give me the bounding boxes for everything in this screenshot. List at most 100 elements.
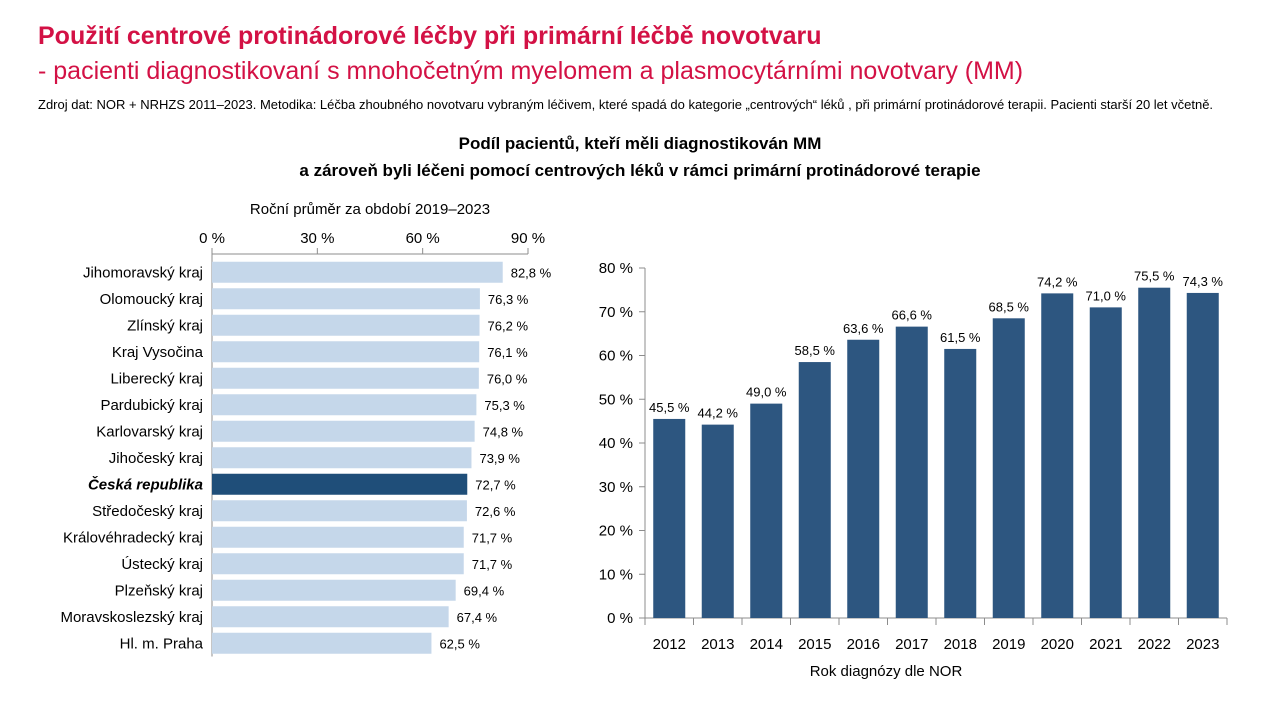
hbar-category-label: Česká republika: [88, 475, 203, 493]
vbar-x-tick-label: 2013: [701, 636, 734, 653]
vbar-y-tick-label: 50 %: [599, 391, 633, 408]
hbar-value-label: 67,4 %: [457, 610, 498, 625]
hbar-category-label: Karlovarský kraj: [96, 423, 203, 440]
vbar-bar: [750, 403, 783, 618]
vbar-bar: [1041, 293, 1074, 618]
vbar-x-tick-label: 2023: [1186, 636, 1219, 653]
hbar-bar: [212, 606, 449, 628]
hbar-category-label: Moravskoslezský kraj: [60, 609, 203, 626]
vbar-x-tick-label: 2017: [895, 636, 928, 653]
page-subtitle: - pacienti diagnostikovaní s mnohočetným…: [38, 57, 1024, 85]
hbar-value-label: 76,2 %: [488, 318, 529, 333]
vbar-value-label: 74,3 %: [1183, 274, 1224, 289]
vbar-value-label: 74,2 %: [1037, 274, 1078, 289]
hbar-category-label: Hl. m. Praha: [120, 635, 204, 652]
chart-title-line2: a zároveň byli léčeni pomocí centrových …: [299, 161, 981, 180]
hbar-bar: [212, 314, 480, 336]
hbar-value-label: 72,7 %: [475, 477, 516, 492]
hbar-category-label: Středočeský kraj: [92, 503, 203, 520]
hbar-value-label: 69,4 %: [464, 583, 505, 598]
vbar-y-tick-label: 10 %: [599, 566, 633, 583]
vbar-value-label: 44,2 %: [698, 406, 739, 421]
hbar-bar: [212, 500, 467, 522]
hbar-category-label: Jihomoravský kraj: [83, 264, 203, 281]
vbar-x-tick-label: 2019: [992, 636, 1025, 653]
vbar-x-tick-label: 2020: [1041, 636, 1074, 653]
hbar-bar: [212, 394, 477, 416]
chart-title-line1: Podíl pacientů, kteří měli diagnostiková…: [458, 134, 822, 153]
vbar-y-tick-label: 60 %: [599, 348, 633, 365]
hbar-bar: [212, 632, 432, 654]
vbar-bar: [895, 326, 928, 618]
hbar-value-label: 75,3 %: [484, 398, 525, 413]
hbar-category-label: Ústecký kraj: [121, 556, 203, 573]
vbar-value-label: 75,5 %: [1134, 269, 1175, 284]
hbar-bar: [212, 261, 503, 283]
hbar-category-label: Jihočeský kraj: [109, 450, 203, 467]
vbar-value-label: 66,6 %: [892, 308, 933, 323]
vbar-bar: [653, 418, 686, 618]
hbar-bar: [212, 341, 480, 363]
vbar-value-label: 71,0 %: [1086, 288, 1127, 303]
vbar-bar: [1186, 292, 1219, 618]
vbar-x-tick-label: 2014: [750, 636, 783, 653]
hbar-value-label: 71,7 %: [472, 530, 513, 545]
hbar-bar: [212, 367, 479, 389]
vbar-bar: [798, 362, 831, 618]
vbar-y-tick-label: 40 %: [599, 435, 633, 452]
vbar-x-tick-label: 2015: [798, 636, 831, 653]
vbar-value-label: 68,5 %: [989, 299, 1030, 314]
hbar-bar: [212, 420, 475, 442]
hbar-bar: [212, 447, 472, 469]
hbar-category-label: Liberecký kraj: [110, 370, 203, 387]
hbar-value-label: 82,8 %: [511, 265, 552, 280]
vbar-value-label: 49,0 %: [746, 385, 787, 400]
hbar-bar: [212, 553, 464, 575]
vbar-y-tick-label: 80 %: [599, 260, 633, 277]
hbar-category-label: Kraj Vysočina: [112, 344, 204, 361]
vbar-x-axis-title: Rok diagnózy dle NOR: [810, 663, 963, 680]
hbar-value-label: 76,1 %: [487, 345, 528, 360]
hbar-category-label: Královéhradecký kraj: [63, 529, 203, 546]
page-title: Použití centrové protinádorové léčby při…: [38, 22, 822, 50]
vbar-bar: [847, 339, 880, 618]
source-note: Zdroj dat: NOR + NRHZS 2011–2023. Metodi…: [38, 97, 1214, 112]
hbar-category-label: Pardubický kraj: [100, 397, 203, 414]
hbar-category-label: Olomoucký kraj: [100, 291, 203, 308]
vbar-value-label: 58,5 %: [795, 343, 836, 358]
vbar-bar: [1138, 287, 1171, 618]
hbar-category-label: Plzeňský kraj: [115, 582, 203, 599]
hbar-value-label: 76,3 %: [488, 292, 529, 307]
vbar-value-label: 63,6 %: [843, 321, 884, 336]
hbar-bar: [212, 473, 468, 495]
hbar-value-label: 73,9 %: [479, 451, 520, 466]
vbar-x-tick-label: 2018: [944, 636, 977, 653]
vbar-x-tick-label: 2016: [847, 636, 880, 653]
hbar-tick-label: 0 %: [199, 230, 225, 247]
vbar-y-tick-label: 70 %: [599, 304, 633, 321]
vbar-y-tick-label: 30 %: [599, 479, 633, 496]
hbar-category-label: Zlínský kraj: [127, 317, 203, 334]
regional-bar-chart: Roční průměr za období 2019–2023 0 % 30 % 6…: [60, 201, 552, 657]
hbar-tick-label: 30 %: [300, 230, 334, 247]
vbar-y-tick-label: 20 %: [599, 523, 633, 540]
hbar-bar: [212, 526, 464, 548]
hbar-tick-label: 90 %: [511, 230, 545, 247]
vbar-bar: [992, 318, 1025, 618]
hbar-chart-title: Roční průměr za období 2019–2023: [250, 201, 490, 218]
vbar-x-tick-label: 2021: [1089, 636, 1122, 653]
vbar-y-tick-label: 0 %: [607, 610, 633, 627]
hbar-value-label: 71,7 %: [472, 557, 513, 572]
vbar-bar: [1089, 307, 1122, 618]
hbar-value-label: 62,5 %: [439, 636, 480, 651]
vbar-value-label: 45,5 %: [649, 400, 690, 415]
hbar-value-label: 76,0 %: [487, 371, 528, 386]
hbar-bar: [212, 288, 480, 310]
hbar-value-label: 72,6 %: [475, 504, 516, 519]
vbar-bar: [701, 424, 734, 618]
vbar-x-tick-label: 2012: [653, 636, 686, 653]
hbar-value-label: 74,8 %: [483, 424, 524, 439]
vbar-bar: [944, 348, 977, 618]
vbar-x-tick-label: 2022: [1138, 636, 1171, 653]
vbar-value-label: 61,5 %: [940, 330, 981, 345]
